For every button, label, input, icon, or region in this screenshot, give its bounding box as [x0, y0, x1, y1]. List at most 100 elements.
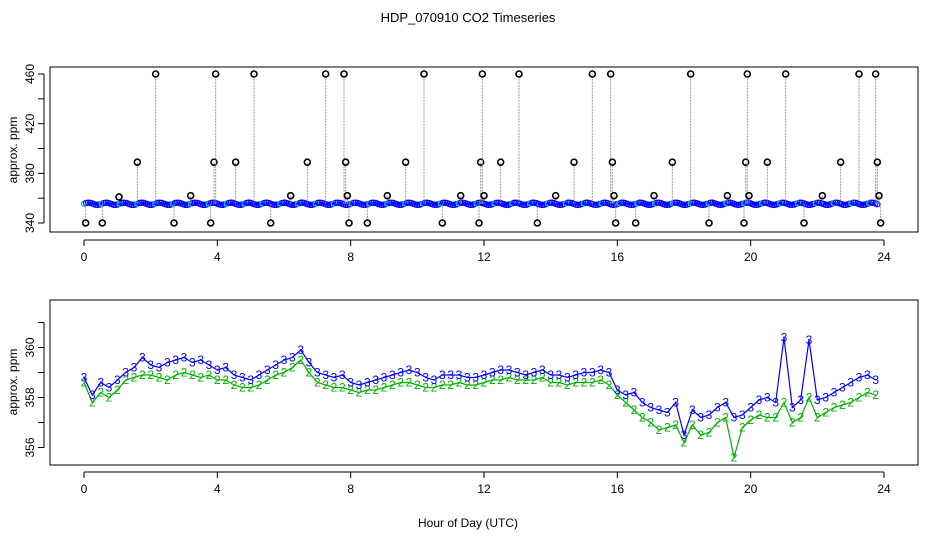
top-spike-point: [133, 158, 142, 166]
series-3-marker: 3: [406, 363, 413, 377]
series-2-marker: 2: [172, 368, 179, 382]
series-2-marker: 2: [256, 378, 263, 392]
top-spike-point: [763, 158, 772, 166]
series-2-marker: 2: [664, 421, 671, 435]
series-3-marker: 3: [164, 356, 171, 370]
series-3-marker: 3: [139, 351, 146, 365]
top-spike-point: [855, 70, 863, 78]
series-3-marker: 3: [572, 368, 579, 382]
top-baseline-point: [546, 199, 554, 206]
series-3-marker: 3: [556, 368, 563, 382]
series-2-marker: 2: [756, 408, 763, 422]
series-2-marker: 2: [722, 411, 729, 425]
series-2-marker: 2: [856, 391, 863, 405]
series-2-marker: 2: [89, 396, 96, 410]
top-spike-point: [341, 158, 350, 166]
top-x-tick-label: 16: [611, 250, 625, 264]
top-spike-point: [211, 70, 220, 78]
series-3-marker: 3: [522, 368, 529, 382]
top-spike-point: [266, 219, 275, 227]
series-2-marker: 2: [139, 368, 146, 382]
series-2-marker: 2: [464, 378, 471, 392]
series-2-marker: 2: [414, 378, 421, 392]
top-spike-point: [608, 158, 617, 166]
series-3-marker: 3: [564, 371, 571, 385]
top-baseline-point: [874, 200, 881, 208]
top-spike-point: [98, 219, 107, 227]
top-spike-point: [631, 219, 640, 227]
series-2-marker: 2: [381, 381, 388, 395]
series-2-marker: 2: [697, 428, 704, 442]
series-2-marker: 2: [206, 368, 213, 382]
series-2-marker: 2: [431, 381, 438, 395]
series-3-marker: 3: [764, 391, 771, 405]
series-2-marker: 2: [406, 376, 413, 390]
series-3-marker: 3: [506, 363, 513, 377]
series-3-marker: 3: [264, 363, 271, 377]
series-3-marker: 3: [397, 366, 404, 380]
series-2-marker: 2: [314, 376, 321, 390]
series-3-marker: 3: [256, 368, 263, 382]
series-2-marker: 2: [672, 418, 679, 432]
top-baseline-point: [707, 199, 714, 206]
series-2-marker: 2: [564, 378, 571, 392]
series-3-marker: 3: [389, 368, 396, 382]
series-3-marker: 3: [731, 411, 738, 425]
series-3-marker: 3: [297, 343, 304, 357]
series-2-marker: 2: [547, 376, 554, 390]
series-2-marker: 2: [656, 423, 663, 437]
series-2-marker: 2: [839, 398, 846, 412]
series-2-marker: 2: [572, 376, 579, 390]
series-3-marker: 3: [647, 401, 654, 415]
series-3-marker: 3: [597, 363, 604, 377]
series-3-marker: 3: [414, 366, 421, 380]
series-3-marker: 3: [372, 373, 379, 387]
top-x-tick-label: 12: [477, 250, 491, 264]
series-3-marker: 3: [131, 361, 138, 375]
figure-title: HDP_070910 CO2 Timeseries: [381, 10, 556, 25]
series-3-marker: 3: [322, 368, 329, 382]
bottom-axes: 0 4 8 12 16 20 24 356 358 360: [23, 322, 891, 496]
series-2-marker: 2: [264, 373, 271, 387]
series-3-marker: 3: [81, 371, 88, 385]
series-2-marker: 2: [356, 386, 363, 400]
top-spike-point: [456, 191, 465, 200]
series-2-marker: 2: [681, 436, 688, 450]
series-3-marker: 3: [756, 393, 763, 407]
series-2-marker: 2: [389, 378, 396, 392]
series-3-marker: 3: [606, 366, 613, 380]
top-spike-point: [383, 191, 392, 200]
series-2-marker: 2: [597, 373, 604, 387]
x-axis-label: Hour of Day (UTC): [418, 516, 518, 530]
series-3-marker: 3: [589, 366, 596, 380]
top-baseline-point: [235, 201, 242, 208]
bottom-x-tick-label: 0: [81, 482, 88, 496]
top-spike-point: [186, 191, 195, 200]
series-3-marker: 3: [681, 428, 688, 442]
series-3-marker: 3: [381, 371, 388, 385]
series-2-marker: 2: [556, 376, 563, 390]
top-y-tick-label: 420: [23, 113, 37, 133]
series-2-marker: 2: [797, 411, 804, 425]
series-3-marker: 3: [464, 371, 471, 385]
top-ylabel: approx. ppm: [6, 117, 20, 184]
top-spike-point: [401, 158, 410, 166]
series-2-marker: 2: [122, 373, 129, 387]
series-2-marker: 2: [864, 386, 871, 400]
series-2-marker: 2: [297, 353, 304, 367]
series-2-marker: 2: [322, 378, 329, 392]
bottom-y-tick-label: 358: [23, 387, 37, 407]
series-3-marker: 3: [456, 368, 463, 382]
series-2-marker: 2: [806, 391, 813, 405]
series-2-marker: 2: [364, 383, 371, 397]
series-2-marker: 2: [472, 378, 479, 392]
top-spike-point: [818, 191, 827, 200]
top-spike-point: [606, 70, 615, 78]
top-spike-point: [875, 191, 883, 200]
series-3-marker: 3: [347, 376, 354, 390]
top-baseline-point: [199, 201, 207, 208]
series-2-marker: 2: [506, 371, 513, 385]
top-baseline-point: [306, 201, 314, 209]
series-3-marker: 3: [289, 351, 296, 365]
